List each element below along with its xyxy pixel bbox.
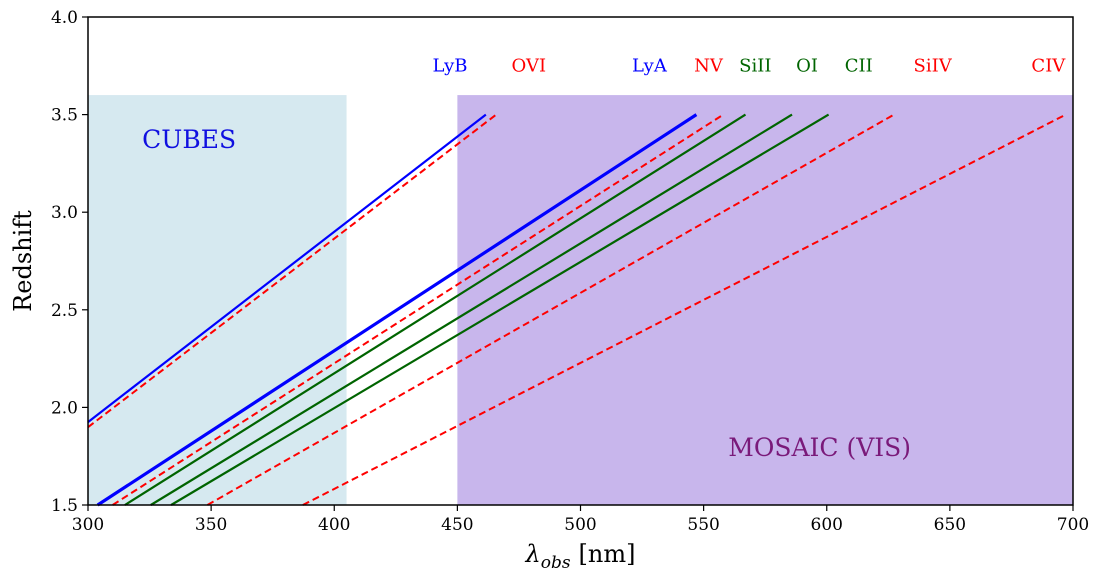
x-tick-label: 550	[687, 515, 719, 535]
series-line-lya	[96, 113, 698, 507]
series-line-ovi	[87, 113, 497, 428]
series-label-oi: OI	[796, 56, 818, 77]
x-axis-label-unit: [nm]	[579, 540, 636, 568]
region-label-mosaic-vis: MOSAIC (VIS)	[728, 433, 911, 462]
series-label-ovi: OVI	[512, 56, 547, 77]
x-axis-label-subscript: obs	[541, 553, 571, 573]
x-tick-label: 400	[318, 515, 350, 535]
series-line-lyb	[87, 113, 487, 423]
x-tick-label: 650	[934, 515, 966, 535]
y-tick-label: 1.5	[51, 496, 78, 516]
x-axis-ticks: 300 350 400 450 500 550 600 650 700	[72, 505, 1089, 535]
y-tick-label: 3.0	[51, 203, 78, 223]
series-label-nv: NV	[694, 56, 724, 77]
series-line-oi	[150, 113, 793, 506]
series-label-cii: CII	[845, 56, 873, 77]
y-axis-ticks: 1.5 2.0 2.5 3.0 3.5 4.0	[51, 8, 88, 516]
x-tick-label: 700	[1057, 515, 1089, 535]
y-axis-label: Redshift	[9, 210, 37, 312]
series-label-lya: LyA	[632, 56, 668, 77]
labels-layer: LyB OVI LyA NV SiII OI CII SiIV CIV	[432, 56, 1066, 77]
series-line-cii	[170, 113, 830, 506]
region-label-cubes: CUBES	[142, 125, 236, 154]
y-tick-label: 2.0	[51, 398, 78, 418]
series-label-civ: CIV	[1031, 56, 1066, 77]
region-cubes	[88, 95, 347, 505]
x-tick-label: 600	[811, 515, 843, 535]
series-label-lyb: LyB	[432, 56, 467, 77]
x-tick-label: 450	[441, 515, 473, 535]
series-label-siii: SiII	[739, 56, 771, 77]
regions-layer: CUBES MOSAIC (VIS)	[88, 95, 1073, 505]
series-label-siiv: SiIV	[914, 56, 953, 77]
series-line-siii	[124, 113, 747, 506]
y-tick-label: 2.5	[51, 301, 78, 321]
x-axis-label: λobs [nm]	[524, 540, 635, 573]
y-tick-label: 4.0	[51, 8, 78, 28]
x-tick-label: 500	[564, 515, 596, 535]
series-layer	[87, 113, 1067, 507]
x-axis-label-symbol: λ	[524, 540, 540, 568]
x-tick-label: 300	[72, 515, 104, 535]
y-tick-label: 3.5	[51, 106, 78, 126]
x-tick-label: 350	[195, 515, 227, 535]
